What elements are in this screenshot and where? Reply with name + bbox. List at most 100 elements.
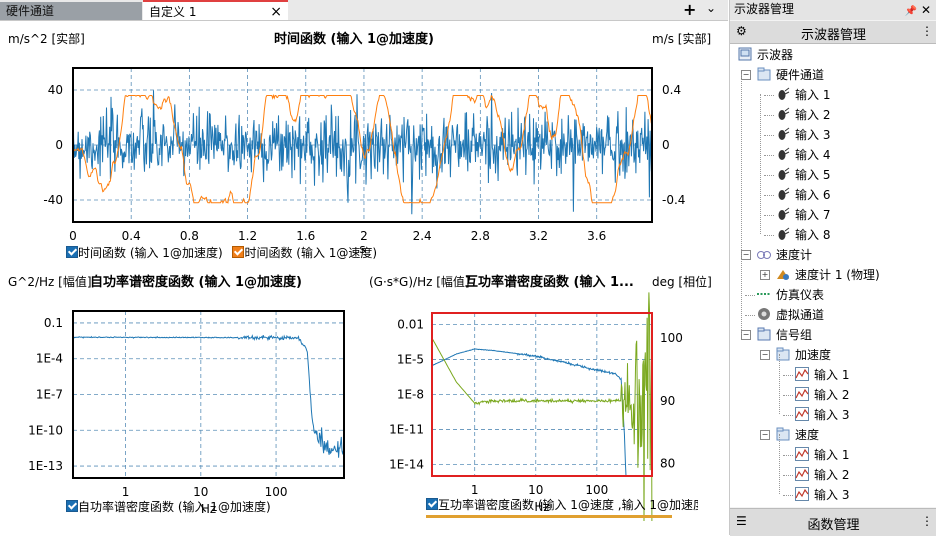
expand-toggle-icon[interactable]: −: [741, 250, 751, 260]
tree-item[interactable]: 输入 6: [776, 186, 830, 204]
expand-toggle-icon[interactable]: −: [741, 70, 751, 80]
tree-connector: [764, 215, 774, 216]
sensor-icon: [778, 147, 790, 160]
add-tab-button[interactable]: +: [683, 0, 697, 19]
expand-toggle-icon[interactable]: −: [760, 350, 770, 360]
sensor-icon: [778, 87, 790, 100]
y-tick-label: 0: [662, 138, 670, 152]
x-tick-label: 2: [360, 229, 368, 243]
tree-connector: [783, 475, 793, 476]
expand-toggle-icon[interactable]: +: [760, 270, 770, 280]
tree-item[interactable]: 输入 2: [795, 466, 849, 484]
x-tick-label: 3.2: [529, 229, 548, 243]
close-icon[interactable]: ×: [270, 4, 282, 20]
more-options-icon[interactable]: ⋮: [921, 514, 933, 528]
tree-connector: [764, 95, 774, 96]
x-tick-label: 2.8: [471, 229, 490, 243]
legend-checkbox[interactable]: [66, 246, 78, 258]
tab-custom-1[interactable]: 自定义 1 ×: [143, 0, 288, 20]
plot-area: m/s^2 [实部] 时间函数 (输入 1@加速度) m/s [实部] 0 0.4…: [0, 21, 728, 535]
tree-item[interactable]: 输入 2: [776, 106, 830, 124]
signal-icon: [795, 487, 809, 501]
chart-title: 自功率谱密度函数 (输入 1@加速度): [90, 275, 302, 290]
tree-item-label: 信号组: [776, 328, 813, 342]
tree-item[interactable]: 虚拟通道: [757, 306, 824, 324]
tree-item[interactable]: 速度: [776, 426, 819, 444]
tree-item[interactable]: 输入 2: [795, 386, 849, 404]
y-tick-label: 100: [660, 331, 683, 345]
pin-icon[interactable]: 📌: [904, 6, 917, 17]
signal-icon: [795, 407, 809, 421]
tree-item[interactable]: 速度计 1 (物理): [776, 266, 880, 284]
tree-guide-line: [779, 434, 780, 494]
tree-item[interactable]: 仿真仪表: [757, 286, 824, 304]
x-tick-label: 1.2: [238, 229, 257, 243]
tree-item-label: 输入 2: [795, 108, 831, 122]
tree-item[interactable]: 输入 1: [795, 446, 849, 464]
legend-entry: 互功率谱密度函数 (输入 1@速度 ,输入 1@加速度: [438, 498, 698, 512]
expand-toggle-icon[interactable]: −: [741, 330, 751, 340]
tree-item[interactable]: 示波器: [738, 46, 793, 64]
legend-checkbox[interactable]: [66, 500, 78, 512]
legend-entry: 时间函数 (输入 1@速度): [244, 246, 378, 260]
auto-psd-chart[interactable]: 1 10 100 0.1 1E-4 1E-7 1E-10 1E-13 Hz: [0, 21, 360, 521]
tab-label: 硬件通道: [6, 4, 55, 18]
signal-icon: [795, 447, 809, 461]
tree-guide-line: [779, 354, 780, 414]
function-manager-tab[interactable]: ☰ 函数管理 ⋮: [730, 508, 936, 536]
tree-connector: [764, 155, 774, 156]
tab-hardware-channels[interactable]: 硬件通道: [0, 2, 142, 20]
x-axis-label: s: [359, 242, 365, 256]
sensor-icon: [778, 187, 790, 200]
simulation-icon: [757, 293, 771, 295]
y-tick-label: 0.01: [397, 318, 424, 332]
tree-connector: [783, 375, 793, 376]
chart-legend: 时间函数 (输入 1@加速度) 时间函数 (输入 1@速度): [66, 244, 377, 261]
sensor-icon: [778, 127, 790, 140]
tree-connector: [764, 235, 774, 236]
chart-title: 互功率谱密度函数 (输入 1...: [465, 275, 634, 290]
series-psd-line: [72, 334, 345, 458]
tree-item[interactable]: 输入 1: [776, 86, 830, 104]
tree-item-label: 输入 8: [795, 228, 831, 242]
tree-item[interactable]: 输入 3: [795, 486, 849, 504]
tree-item[interactable]: 输入 5: [776, 166, 830, 184]
tree-item[interactable]: 输入 3: [795, 406, 849, 424]
tab-dropdown-icon[interactable]: ⌄: [706, 1, 717, 15]
cross-psd-chart[interactable]: 1 10 100 0.01 1E-5 1E-8 1E-11 1E-14 100 90 80 Hz: [360, 21, 728, 521]
tree-connector: [745, 295, 755, 296]
tree-item-label: 速度: [795, 428, 820, 442]
series-magnitude-line: [431, 348, 627, 477]
signal-group-icon: [757, 327, 771, 341]
y-tick-label: 1E-10: [28, 423, 63, 437]
expand-toggle-icon[interactable]: −: [760, 430, 770, 440]
legend-checkbox[interactable]: [232, 246, 245, 258]
tree-item-label: 输入 3: [795, 128, 831, 142]
y-tick-label: -0.4: [662, 193, 685, 207]
tree-item[interactable]: 加速度: [776, 346, 831, 364]
tree-item[interactable]: 输入 8: [776, 226, 830, 244]
tree-item[interactable]: 速度计: [757, 246, 812, 264]
legend-checkbox[interactable]: [426, 498, 438, 510]
y-axis-label-right: m/s [实部]: [652, 32, 712, 46]
tree-item[interactable]: 硬件通道: [757, 66, 824, 84]
tree-item[interactable]: 输入 4: [776, 146, 830, 164]
tree-item[interactable]: 信号组: [757, 326, 812, 344]
y-tick-label: 0.4: [662, 83, 681, 97]
tree-guide-line: [741, 74, 742, 334]
x-axis-label: Hz: [534, 500, 549, 514]
panel-section-header[interactable]: ⚙ 示波器管理 ⋮: [730, 21, 936, 44]
tree-item[interactable]: 输入 1: [795, 366, 849, 384]
tree-connector: [745, 315, 755, 316]
x-tick-label: 1: [471, 483, 479, 497]
function-manager-label: 函数管理: [807, 518, 860, 533]
folder-icon: [776, 427, 790, 441]
tree-item[interactable]: 输入 3: [776, 126, 830, 144]
tree-item-label: 输入 3: [814, 488, 850, 502]
close-icon[interactable]: ✕: [920, 3, 931, 17]
speedometer-icon: [777, 270, 789, 280]
tree-item[interactable]: 输入 7: [776, 206, 830, 224]
tree-item-label: 加速度: [795, 348, 832, 362]
more-options-icon[interactable]: ⋮: [921, 24, 933, 38]
time-chart[interactable]: 0 0.4 0.8 1.2 1.6 2 2.4 2.8 3.2 3.6 40 0 -40 0.4 0 -0.4…: [0, 21, 728, 261]
